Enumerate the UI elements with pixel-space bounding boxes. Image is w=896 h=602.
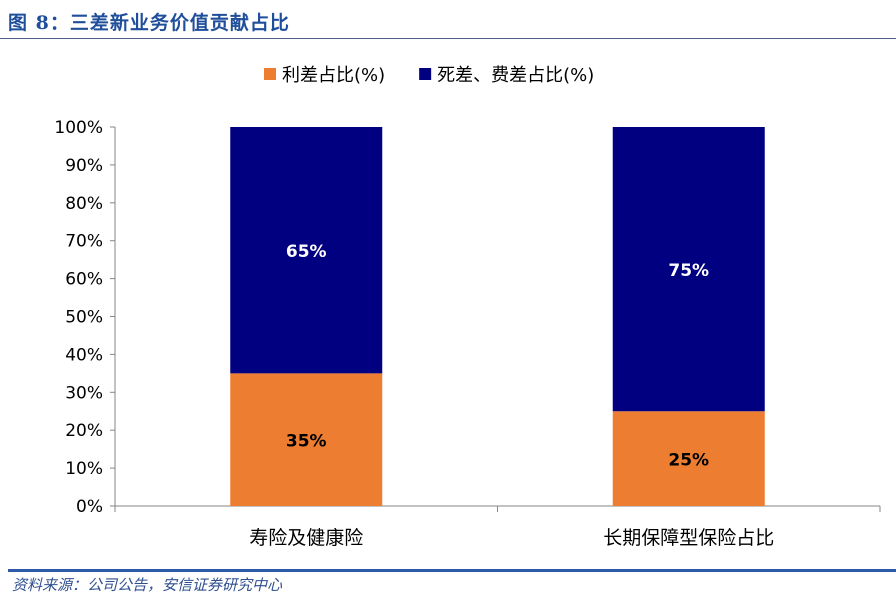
y-tick-label: 20% <box>65 421 103 441</box>
data-label: 75% <box>668 261 709 281</box>
bar-interest-spread <box>230 373 383 506</box>
source-note: 资料来源：公司公告，安信证券研究中心 <box>12 576 283 594</box>
legend-swatch <box>264 68 276 80</box>
stacked-bar-chart: 0% 10% 20% 30% 40% 50% 60% 70% 80% 90% 100% 35% 65% 寿… <box>54 65 881 549</box>
y-tick-label: 30% <box>65 383 103 403</box>
legend-swatch <box>419 68 432 80</box>
y-tick-label: 100% <box>54 118 103 138</box>
y-tick-label: 70% <box>65 232 103 252</box>
data-label: 65% <box>286 242 327 262</box>
bar-mortality-expense-spread <box>612 127 765 412</box>
legend-label: 死差、费差占比(%) <box>437 65 594 86</box>
bar-mortality-expense-spread <box>230 127 383 374</box>
y-tick-label: 50% <box>65 308 103 328</box>
data-label: 35% <box>286 432 327 452</box>
y-tick-label: 40% <box>65 345 103 365</box>
y-tick-label: 10% <box>65 459 103 479</box>
x-category-label: 寿险及健康险 <box>249 527 363 549</box>
source-divider <box>8 569 896 572</box>
bar-interest-spread <box>612 411 765 506</box>
y-tick-label: 80% <box>65 194 103 214</box>
title-divider <box>0 38 896 39</box>
y-tick-label: 60% <box>65 270 103 290</box>
legend-label: 利差占比(%) <box>282 65 385 86</box>
data-label: 25% <box>668 451 709 471</box>
x-category-label: 长期保障型保险占比 <box>603 527 774 549</box>
y-tick-label: 90% <box>65 156 103 176</box>
figure-title: 图 8：三差新业务价值贡献占比 <box>8 12 290 34</box>
y-tick-label: 0% <box>76 497 103 517</box>
